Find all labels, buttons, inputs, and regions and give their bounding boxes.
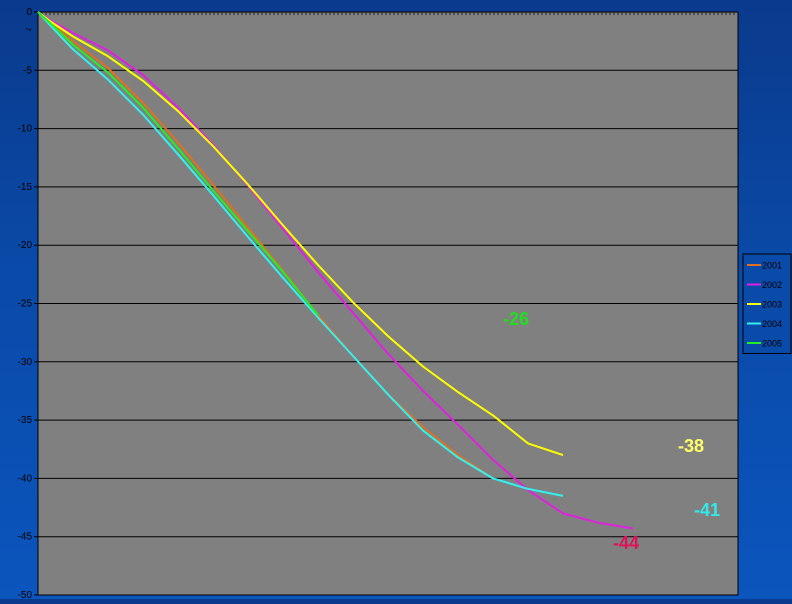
y-tick-label: -35 <box>18 415 33 426</box>
annotation-label: -41 <box>694 500 720 520</box>
series-line-2005 <box>37 11 319 316</box>
y-tick-label: -45 <box>18 532 33 543</box>
legend: 2001 2002 2003 2004 2005 <box>742 253 792 354</box>
legend-label: 2002 <box>762 280 782 290</box>
annotation-label: -26 <box>503 309 529 329</box>
x-tick-label: 1 <box>25 27 33 33</box>
series-line-2004 <box>37 11 564 497</box>
y-tick-label: 0 <box>26 7 32 18</box>
y-tick-label: -20 <box>18 240 33 251</box>
y-tick-label: -10 <box>18 124 33 135</box>
y-tick-label: -25 <box>18 299 33 310</box>
y-tick-label: -15 <box>18 182 33 193</box>
series-line-2001 <box>37 11 494 480</box>
annotation-label: -38 <box>678 436 704 456</box>
legend-label: 2003 <box>762 300 782 310</box>
y-tick-label: -5 <box>23 65 32 76</box>
y-tick-label: -50 <box>18 590 33 599</box>
y-tick-label: -40 <box>18 473 33 484</box>
series-line-2002 <box>37 11 634 530</box>
annotation-label: -44 <box>613 533 639 553</box>
y-tick-label: -30 <box>18 357 33 368</box>
legend-label: 2004 <box>762 319 782 329</box>
legend-label: 2001 <box>762 261 782 271</box>
legend-label: 2005 <box>762 339 782 349</box>
series-line-2003 <box>37 11 564 457</box>
